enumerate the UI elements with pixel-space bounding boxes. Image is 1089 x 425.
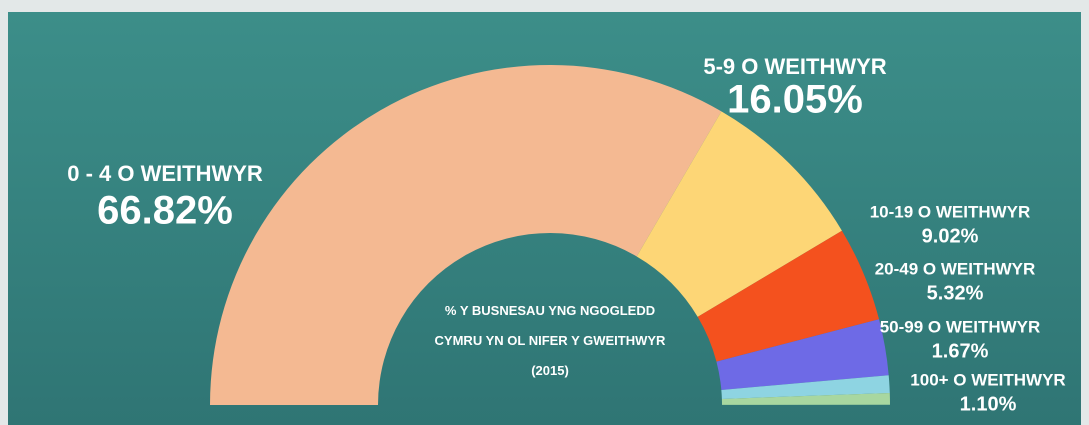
value-label: 1.67% — [932, 340, 989, 362]
value-label: 9.02% — [922, 225, 979, 247]
donut-segment — [721, 375, 890, 399]
donut-segment — [636, 111, 842, 317]
donut-segment — [716, 319, 889, 390]
donut-segment — [721, 393, 890, 405]
donut-segment — [210, 64, 722, 405]
value-label: 5.32% — [927, 282, 984, 304]
category-label: 0 - 4 O WEITHWYR — [67, 161, 263, 186]
value-label: 66.82% — [97, 189, 233, 233]
category-label: 5-9 O WEITHWYR — [703, 54, 886, 79]
donut-segment — [697, 230, 880, 362]
chart-title: % Y BUSNESAU YNG NGOGLEDD CYMRU YN OL NI… — [434, 303, 666, 378]
category-label: 20-49 O WEITHWYR — [875, 259, 1036, 278]
value-label: 1.10% — [960, 393, 1017, 415]
category-label: 10-19 O WEITHWYR — [870, 202, 1031, 221]
category-label: 50-99 O WEITHWYR — [880, 317, 1041, 336]
category-label: 100+ O WEITHWYR — [910, 370, 1065, 389]
value-label: 16.05% — [727, 78, 863, 122]
